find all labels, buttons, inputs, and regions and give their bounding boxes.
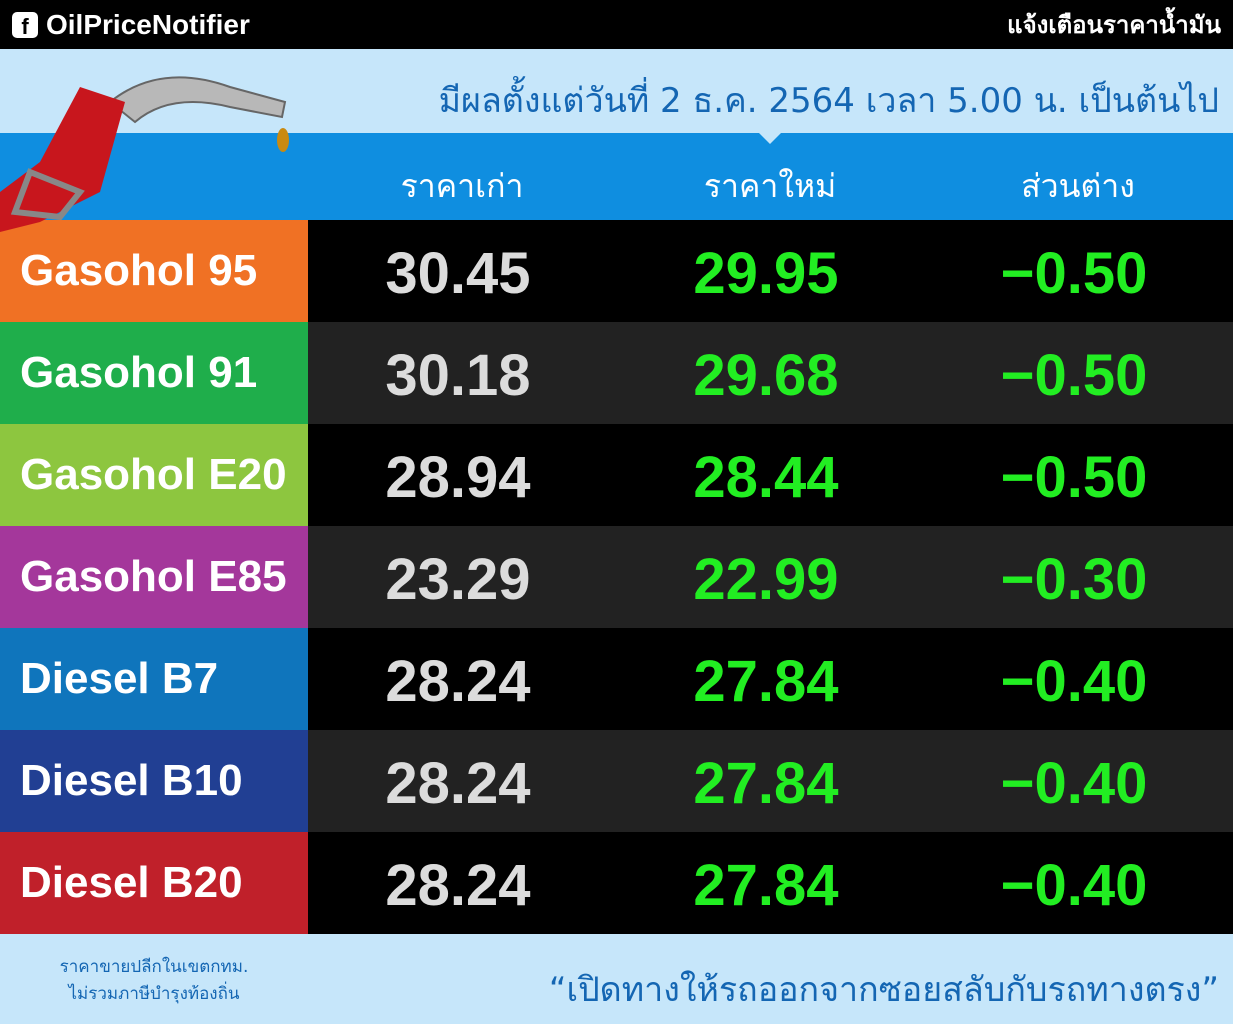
tagline: แจ้งเตือนราคาน้ำมัน [1007,11,1221,39]
old-price: 28.24 [385,751,531,816]
footer: ราคาขายปลีกในเขตกทม. ไม่รวมภาษีบำรุงท้อง… [0,934,1233,1023]
old-price: 28.24 [385,649,531,714]
price-values: 23.29 22.99 −0.30 [308,526,1233,628]
effective-date: มีผลตั้งแต่วันที่ 2 ธ.ค. 2564 เวลา 5.00 … [438,81,1219,121]
new-price: 29.68 [693,343,839,408]
table-row: Diesel B20 28.24 27.84 −0.40 [0,832,1233,934]
price-difference: −0.40 [1000,853,1148,918]
top-bar: f OilPriceNotifier แจ้งเตือนราคาน้ำมัน [0,0,1233,49]
price-values: 30.18 29.68 −0.50 [308,322,1233,424]
fuel-name: Diesel B10 [0,730,308,832]
fuel-name: Gasohol 95 [0,220,308,322]
table-row: Gasohol 91 30.18 29.68 −0.50 [0,322,1233,424]
old-price: 30.45 [385,241,531,306]
note-line-1: ราคาขายปลีกในเขตกทม. [59,957,249,977]
column-header: ราคาเก่า ราคาใหม่ ส่วนต่าง [0,132,1233,220]
price-difference: −0.40 [1000,649,1148,714]
footer-note: ราคาขายปลีกในเขตกทม. ไม่รวมภาษีบำรุงท้อง… [0,954,308,1008]
fuel-name: Gasohol E85 [0,526,308,628]
slogan: “เปิดทางให้รถออกจากซอยสลับกับรถทางตรง” [548,970,1219,1010]
price-difference: −0.50 [1000,343,1148,408]
price-values: 28.24 27.84 −0.40 [308,730,1233,832]
header-difference: ส่วนต่าง [1021,167,1135,205]
price-difference: −0.50 [1000,445,1148,510]
new-price: 27.84 [693,649,839,714]
table-row: Gasohol E20 28.94 28.44 −0.50 [0,424,1233,526]
new-price: 27.84 [693,853,839,918]
price-difference: −0.50 [1000,241,1148,306]
header-new-price: ราคาใหม่ [703,167,837,205]
old-price: 30.18 [385,343,531,408]
price-table: Gasohol 95 30.45 29.95 −0.50 Gasohol 91 3… [0,220,1233,934]
header-old-price: ราคาเก่า [400,167,524,205]
facebook-icon: f [12,11,38,38]
price-values: 28.24 27.84 −0.40 [308,628,1233,730]
old-price: 28.94 [385,445,531,510]
old-price: 23.29 [385,547,531,612]
new-price: 27.84 [693,751,839,816]
fuel-name: Gasohol 91 [0,322,308,424]
table-row: Diesel B10 28.24 27.84 −0.40 [0,730,1233,832]
table-row: Gasohol E85 23.29 22.99 −0.30 [0,526,1233,628]
fuel-name: Diesel B20 [0,832,308,934]
price-difference: −0.30 [1000,547,1148,612]
table-row: Gasohol 95 30.45 29.95 −0.50 [0,220,1233,322]
old-price: 28.24 [385,853,531,918]
fuel-name: Diesel B7 [0,628,308,730]
price-difference: −0.40 [1000,751,1148,816]
price-values: 28.94 28.44 −0.50 [308,424,1233,526]
new-price: 28.44 [693,445,839,510]
fuel-name: Gasohol E20 [0,424,308,526]
note-line-2: ไม่รวมภาษีบำรุงท้องถิ่น [68,984,240,1004]
price-values: 28.24 27.84 −0.40 [308,832,1233,934]
new-price: 29.95 [693,241,839,306]
brand-name: OilPriceNotifier [46,8,250,40]
fuel-nozzle-icon [0,76,289,232]
price-values: 30.45 29.95 −0.50 [308,220,1233,322]
table-row: Diesel B7 28.24 27.84 −0.40 [0,628,1233,730]
pointer-notch [758,132,782,144]
brand: f OilPriceNotifier [12,9,250,41]
new-price: 22.99 [693,547,839,612]
